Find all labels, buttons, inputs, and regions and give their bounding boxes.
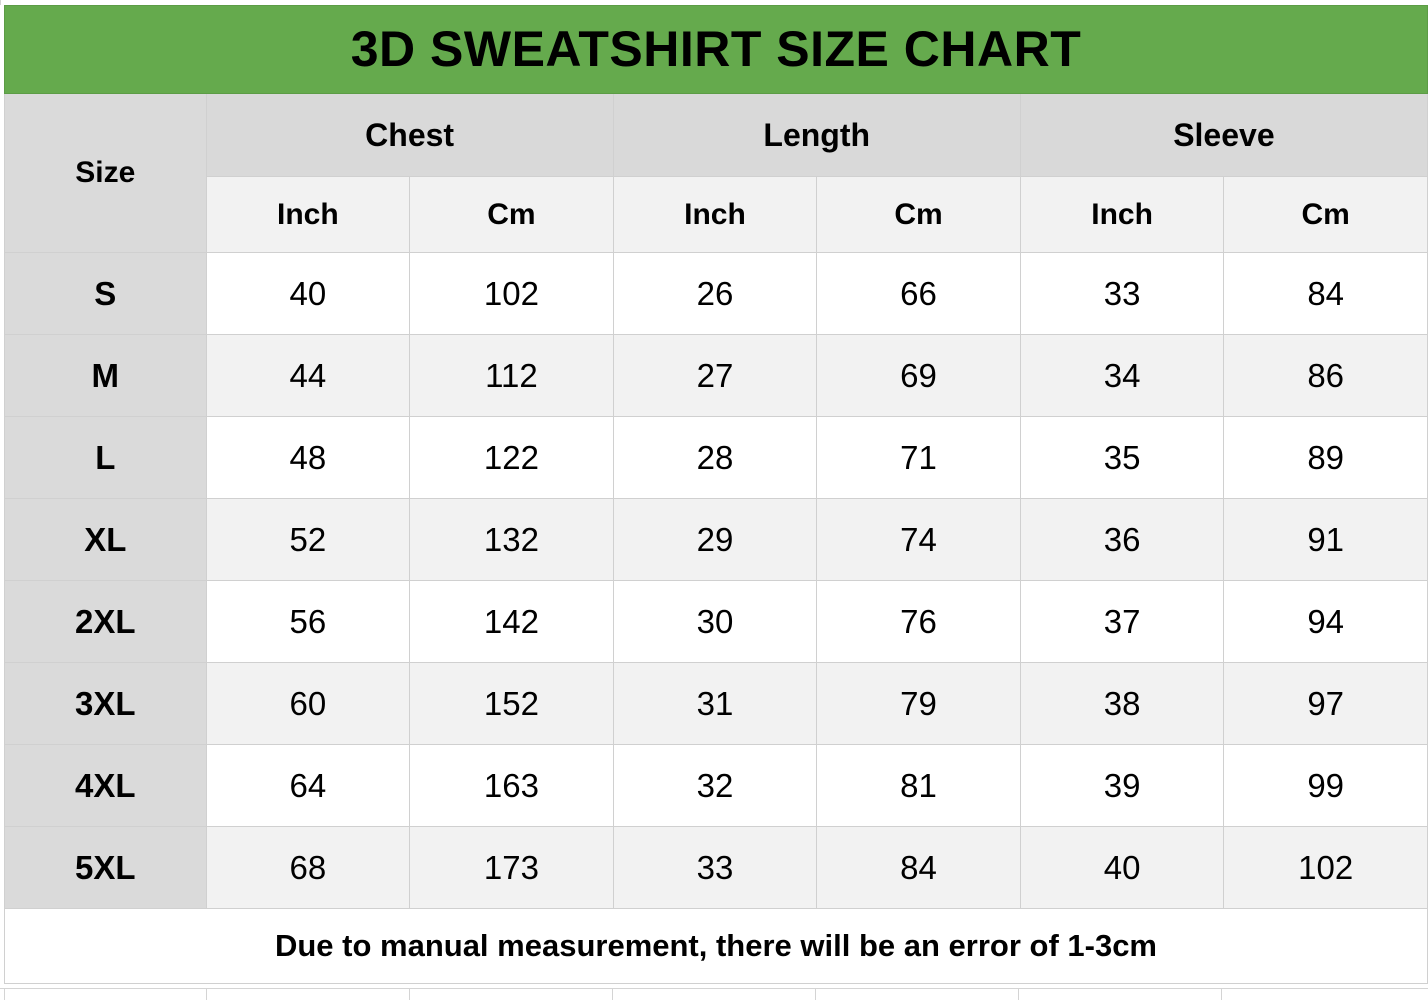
sheet-gridline bbox=[612, 988, 613, 1000]
cell-sleeve-cm: 102 bbox=[1223, 826, 1428, 909]
table-row: 2XL 56 142 30 76 37 94 bbox=[4, 580, 1428, 663]
header-group-length: Length bbox=[612, 93, 1021, 177]
header-sleeve-cm: Cm bbox=[1223, 176, 1428, 253]
cell-chest-inch: 52 bbox=[205, 498, 411, 581]
cell-length-cm: 79 bbox=[816, 662, 1021, 745]
row-size-label: L bbox=[4, 416, 207, 499]
row-size-label: 5XL bbox=[4, 826, 207, 909]
table-row: S 40 102 26 66 33 84 bbox=[4, 252, 1428, 335]
table-row: 4XL 64 163 32 81 39 99 bbox=[4, 744, 1428, 827]
cell-chest-cm: 152 bbox=[409, 662, 614, 745]
cell-chest-cm: 163 bbox=[409, 744, 614, 827]
cell-chest-inch: 64 bbox=[205, 744, 411, 827]
table-row: M 44 112 27 69 34 86 bbox=[4, 334, 1428, 417]
sheet-gridline bbox=[409, 988, 410, 1000]
size-chart: 3D SWEATSHIRT SIZE CHART Size Chest Leng… bbox=[4, 5, 1428, 988]
cell-sleeve-cm: 89 bbox=[1223, 416, 1428, 499]
cell-length-inch: 26 bbox=[612, 252, 818, 335]
cell-sleeve-inch: 39 bbox=[1019, 744, 1225, 827]
sheet-gridline bbox=[4, 988, 5, 1000]
cell-length-cm: 71 bbox=[816, 416, 1021, 499]
sheet-gridline bbox=[0, 0, 1, 5]
table-row: XL 52 132 29 74 36 91 bbox=[4, 498, 1428, 581]
size-chart-table: 3D SWEATSHIRT SIZE CHART Size Chest Leng… bbox=[4, 5, 1428, 984]
cell-sleeve-inch: 37 bbox=[1019, 580, 1225, 663]
cell-length-cm: 76 bbox=[816, 580, 1021, 663]
cell-length-cm: 69 bbox=[816, 334, 1021, 417]
header-size: Size bbox=[4, 93, 207, 253]
cell-length-inch: 32 bbox=[612, 744, 818, 827]
cell-length-cm: 74 bbox=[816, 498, 1021, 581]
table-row: 5XL 68 173 33 84 40 102 bbox=[4, 826, 1428, 909]
cell-sleeve-inch: 34 bbox=[1019, 334, 1225, 417]
cell-sleeve-cm: 97 bbox=[1223, 662, 1428, 745]
footer-note-row: Due to manual measurement, there will be… bbox=[4, 908, 1428, 984]
cell-chest-inch: 44 bbox=[205, 334, 411, 417]
row-size-label: 2XL bbox=[4, 580, 207, 663]
header-chest-inch: Inch bbox=[205, 176, 411, 253]
cell-chest-cm: 102 bbox=[409, 252, 614, 335]
unit-header-row: Inch Cm Inch Cm Inch Cm bbox=[5, 176, 1428, 253]
cell-length-inch: 27 bbox=[612, 334, 818, 417]
cell-sleeve-inch: 35 bbox=[1019, 416, 1225, 499]
cell-sleeve-cm: 86 bbox=[1223, 334, 1428, 417]
row-size-label: XL bbox=[4, 498, 207, 581]
row-size-label: 4XL bbox=[4, 744, 207, 827]
sheet-gridline bbox=[815, 988, 816, 1000]
cell-chest-inch: 68 bbox=[205, 826, 411, 909]
cell-sleeve-inch: 40 bbox=[1019, 826, 1225, 909]
table-row: 3XL 60 152 31 79 38 97 bbox=[4, 662, 1428, 745]
header-length-inch: Inch bbox=[612, 176, 818, 253]
sheet-gridline bbox=[1221, 988, 1222, 1000]
cell-chest-inch: 56 bbox=[205, 580, 411, 663]
cell-length-inch: 33 bbox=[612, 826, 818, 909]
cell-length-cm: 81 bbox=[816, 744, 1021, 827]
cell-length-inch: 30 bbox=[612, 580, 818, 663]
sheet-gridline bbox=[1018, 988, 1019, 1000]
group-header-row: Size Chest Length Sleeve bbox=[4, 93, 1428, 253]
row-size-label: M bbox=[4, 334, 207, 417]
header-group-sleeve: Sleeve bbox=[1019, 93, 1428, 177]
cell-sleeve-cm: 91 bbox=[1223, 498, 1428, 581]
header-group-chest: Chest bbox=[205, 93, 614, 177]
cell-length-cm: 84 bbox=[816, 826, 1021, 909]
cell-chest-cm: 142 bbox=[409, 580, 614, 663]
sheet-gridline bbox=[206, 988, 207, 1000]
header-chest-cm: Cm bbox=[409, 176, 614, 253]
cell-length-inch: 28 bbox=[612, 416, 818, 499]
cell-sleeve-cm: 94 bbox=[1223, 580, 1428, 663]
cell-chest-cm: 132 bbox=[409, 498, 614, 581]
cell-chest-cm: 173 bbox=[409, 826, 614, 909]
cell-length-inch: 31 bbox=[612, 662, 818, 745]
cell-length-cm: 66 bbox=[816, 252, 1021, 335]
measurement-disclaimer: Due to manual measurement, there will be… bbox=[4, 908, 1428, 984]
cell-chest-cm: 122 bbox=[409, 416, 614, 499]
cell-chest-inch: 48 bbox=[205, 416, 411, 499]
cell-sleeve-cm: 84 bbox=[1223, 252, 1428, 335]
cell-sleeve-cm: 99 bbox=[1223, 744, 1428, 827]
table-row: L 48 122 28 71 35 89 bbox=[4, 416, 1428, 499]
header-sleeve-inch: Inch bbox=[1019, 176, 1225, 253]
cell-sleeve-inch: 38 bbox=[1019, 662, 1225, 745]
cell-chest-inch: 40 bbox=[205, 252, 411, 335]
row-size-label: S bbox=[4, 252, 207, 335]
cell-chest-inch: 60 bbox=[205, 662, 411, 745]
header-length-cm: Cm bbox=[816, 176, 1021, 253]
cell-chest-cm: 112 bbox=[409, 334, 614, 417]
cell-sleeve-inch: 33 bbox=[1019, 252, 1225, 335]
row-size-label: 3XL bbox=[4, 662, 207, 745]
cell-sleeve-inch: 36 bbox=[1019, 498, 1225, 581]
sheet-gridline bbox=[0, 988, 1428, 989]
cell-length-inch: 29 bbox=[612, 498, 818, 581]
title-row: 3D SWEATSHIRT SIZE CHART bbox=[4, 5, 1428, 94]
page-title: 3D SWEATSHIRT SIZE CHART bbox=[4, 5, 1428, 94]
